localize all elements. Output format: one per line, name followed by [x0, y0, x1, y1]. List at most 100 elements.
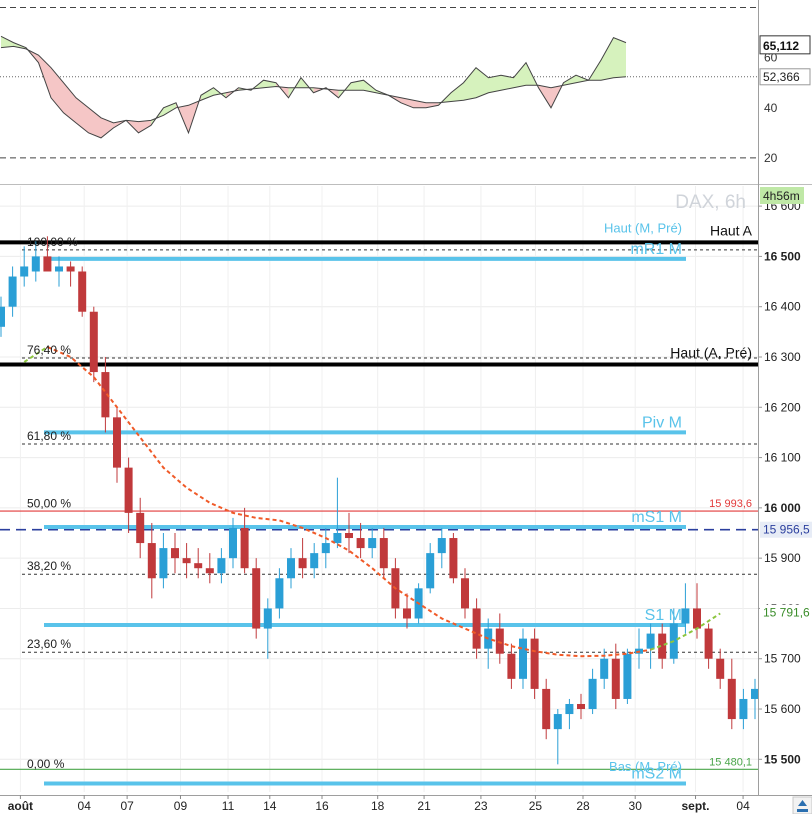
fibonacci-label: 100,00 % — [27, 235, 78, 249]
oscillator-current-badge — [759, 35, 811, 55]
candle-up — [287, 558, 295, 579]
fibonacci-label: 23,60 % — [27, 637, 71, 651]
price-tick-label: 15 700 — [764, 652, 801, 666]
candle-down — [403, 608, 411, 619]
level-lines — [0, 240, 758, 786]
candle-up — [263, 608, 272, 629]
candle-up — [55, 266, 63, 272]
candle-up — [368, 538, 377, 549]
oscillator-fill-segment — [401, 97, 414, 108]
candle-down — [171, 548, 179, 559]
oscillator-fill-segment — [138, 120, 151, 133]
candle-down — [716, 658, 725, 679]
date-tick-label: août — [8, 799, 33, 813]
candle-down — [78, 271, 87, 312]
candle-up — [333, 533, 342, 544]
resistance-label: Haut (A, Pré) — [670, 345, 752, 361]
candle-up — [0, 306, 5, 327]
candle-down — [577, 703, 585, 710]
candle-down — [495, 628, 504, 654]
candle-up — [321, 543, 330, 554]
candle-up — [600, 658, 609, 679]
oscillator-fill-segment — [51, 67, 64, 113]
candle-down — [298, 558, 307, 569]
oscillator-fill-segment — [513, 62, 526, 88]
date-tick-label: 28 — [576, 799, 590, 813]
oscillator-fill-segment — [463, 67, 476, 101]
oscillator-fill-segment — [351, 80, 364, 91]
price-marker-caption: 15 480,1 — [709, 756, 752, 768]
candle-up — [623, 653, 632, 699]
moving-average-series — [23, 346, 721, 658]
oscillator-signal-label: 52,366 — [763, 70, 800, 84]
moving-average-line — [23, 346, 48, 363]
candle-down — [345, 533, 353, 539]
arrow-up-icon[interactable] — [797, 800, 808, 812]
candle-down — [461, 578, 469, 609]
oscillator-fill-segment — [601, 37, 614, 81]
price-tick-label: 16 000 — [764, 501, 801, 515]
pivot-label: mS1 M — [631, 509, 682, 526]
fibonacci-label: 38,20 % — [27, 559, 71, 573]
oscillator-fill-segment — [613, 37, 626, 78]
candle-down — [136, 512, 145, 544]
date-tick-label: 30 — [629, 799, 643, 813]
candle-down — [43, 256, 52, 272]
resistance-label: Haut A — [710, 222, 753, 238]
candle-up — [20, 266, 29, 277]
candle-down — [449, 538, 458, 579]
candle-down — [252, 568, 261, 629]
date-tick-label: 09 — [174, 799, 188, 813]
candle-down — [124, 467, 133, 513]
candle-down — [658, 633, 667, 659]
candle-up — [31, 256, 40, 272]
date-tick-label: sept. — [682, 799, 710, 813]
timer-label: 4h56m — [763, 189, 800, 203]
candle-down — [507, 653, 516, 679]
price-marker-badge — [760, 604, 812, 621]
price-tick-label: 16 500 — [764, 249, 801, 263]
oscillator-fill-segment — [263, 80, 276, 88]
candle-down — [704, 628, 713, 659]
candle-up — [553, 714, 562, 730]
price-tick-label: 16 100 — [764, 451, 801, 465]
oscillator-fill-segment — [488, 75, 501, 93]
candlestick-series — [0, 236, 758, 765]
candle-up — [310, 553, 319, 569]
price-tick-label: 15 900 — [764, 551, 801, 565]
candle-down — [101, 372, 110, 418]
candle-up — [437, 538, 446, 554]
fibonacci-label: 50,00 % — [27, 496, 71, 510]
oscillator-fill-segment — [413, 100, 426, 108]
price-marker-badge-label: 15 791,6 — [763, 606, 810, 620]
date-tick-label: 11 — [222, 799, 235, 813]
pivot-label: S1 M — [645, 607, 682, 624]
date-axis: août 04 07 09 11 14 16 18 21 23 25 28 30 sept. 04 — [8, 795, 750, 813]
oscillator-tick-label: 20 — [764, 151, 778, 165]
oscillator-signal-line — [0, 45, 627, 124]
candle-up — [565, 703, 574, 715]
oscillator-current-label: 65,112 — [763, 39, 799, 53]
date-tick-label: 23 — [474, 799, 488, 813]
price-marker-caption: 15 993,6 — [709, 498, 752, 510]
oscillator-fill-segment — [88, 107, 101, 138]
price-marker-badge-label: 15 956,5 — [763, 523, 810, 537]
candle-down — [379, 538, 388, 569]
date-tick-label: 18 — [371, 799, 385, 813]
candle-down — [113, 417, 121, 468]
candle-up — [8, 276, 17, 307]
pivot-label: mS2 M — [631, 765, 682, 782]
candle-up — [646, 633, 655, 649]
candle-down — [89, 311, 98, 373]
price-tick-label: 15 600 — [764, 702, 801, 716]
candle-up — [588, 678, 597, 710]
oscillator-signal-badge — [759, 68, 811, 86]
price-tick-label: 16 200 — [764, 400, 801, 414]
candle-up — [681, 608, 690, 624]
fibonacci-label: 76,40 % — [27, 343, 71, 357]
candle-down — [542, 688, 551, 730]
oscillator-fill-segment — [163, 102, 176, 116]
